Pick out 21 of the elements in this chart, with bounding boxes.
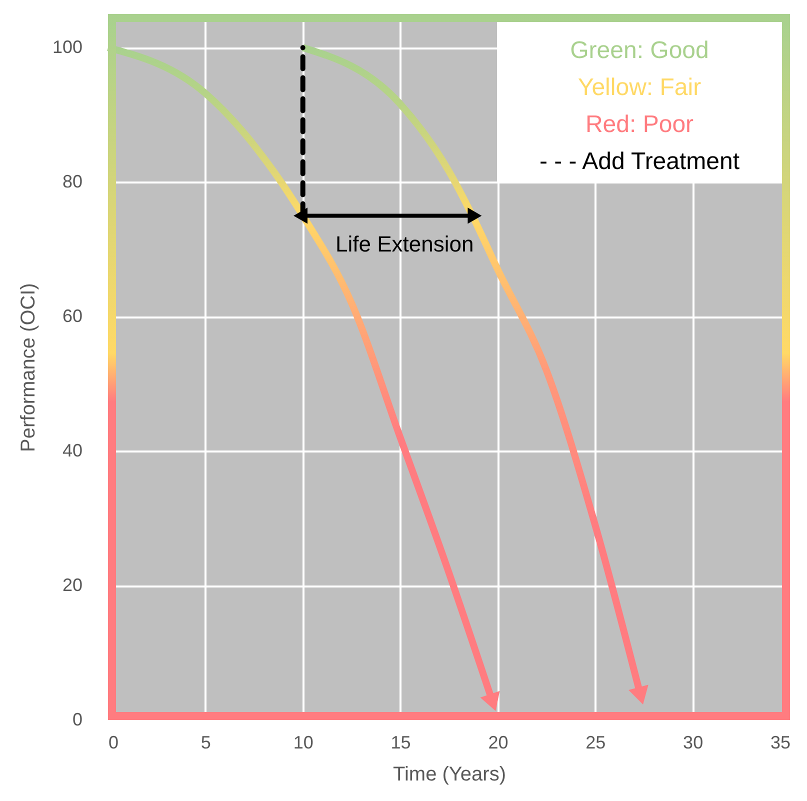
annotation: Green: Good bbox=[569, 36, 710, 66]
x-tick-label: 5 bbox=[200, 732, 211, 752]
y-tick-label: 20 bbox=[62, 575, 82, 596]
y-tick-label: 40 bbox=[62, 440, 82, 461]
y-tick-label: 100 bbox=[52, 37, 82, 58]
x-tick-label: 10 bbox=[293, 732, 314, 752]
annotation: Red: Poor bbox=[584, 110, 695, 140]
y-axis-title: Performance (OCI) bbox=[17, 283, 40, 452]
series-label: Life Extension bbox=[336, 232, 474, 257]
annotation: - - - Add Treatment bbox=[538, 147, 741, 177]
x-tick-label: 35 bbox=[770, 732, 790, 752]
y-tick-label: 80 bbox=[62, 172, 82, 192]
x-tick-label: 25 bbox=[586, 732, 606, 752]
annotation: Yellow: Fair bbox=[576, 73, 702, 103]
x-axis-title: Time (Years) bbox=[393, 764, 506, 786]
y-tick-label: 60 bbox=[62, 306, 82, 326]
x-tick-label: 20 bbox=[488, 732, 508, 752]
y-tick-label: 0 bbox=[72, 710, 82, 730]
x-tick-label: 0 bbox=[108, 732, 119, 752]
x-tick-label: 30 bbox=[683, 732, 704, 752]
x-tick-label: 15 bbox=[390, 732, 411, 752]
